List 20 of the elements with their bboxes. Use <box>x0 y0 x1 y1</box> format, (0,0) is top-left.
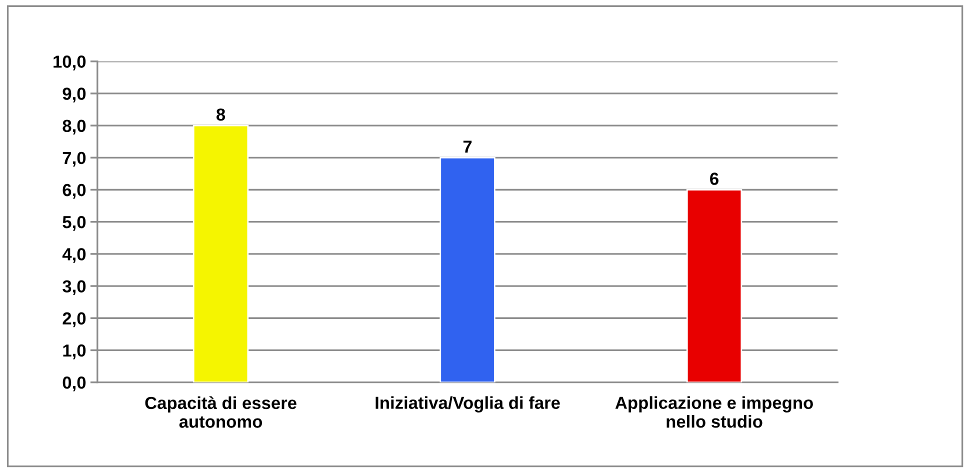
y-tick-label: 1,0 <box>63 344 86 360</box>
y-tick-label: 10,0 <box>54 56 86 70</box>
bar <box>192 124 249 382</box>
data-label: 7 <box>463 140 472 153</box>
y-tick-label: 6,0 <box>62 184 86 199</box>
x-tick-label: Capacità di essere autonomo <box>145 396 296 428</box>
y-tick-label: 3,0 <box>62 280 86 296</box>
y-tick-label: 8,0 <box>62 120 86 135</box>
y-tick-label: 5,0 <box>62 216 86 231</box>
y-tick-label: 2,0 <box>62 312 86 328</box>
y-tick-label: 7,0 <box>62 152 86 167</box>
y-tick-label: 4,0 <box>62 248 86 263</box>
bar <box>440 156 496 382</box>
y-tick-label: 9,0 <box>62 88 86 102</box>
x-tick-label: Iniziativa/Voglia di fare <box>376 396 560 412</box>
y-tick-label: 0,0 <box>62 376 86 392</box>
bar <box>686 189 742 382</box>
data-label: 8 <box>216 108 226 121</box>
data-label: 6 <box>710 172 718 185</box>
x-tick-label: Applicazione e impegno nello studio <box>615 396 813 428</box>
